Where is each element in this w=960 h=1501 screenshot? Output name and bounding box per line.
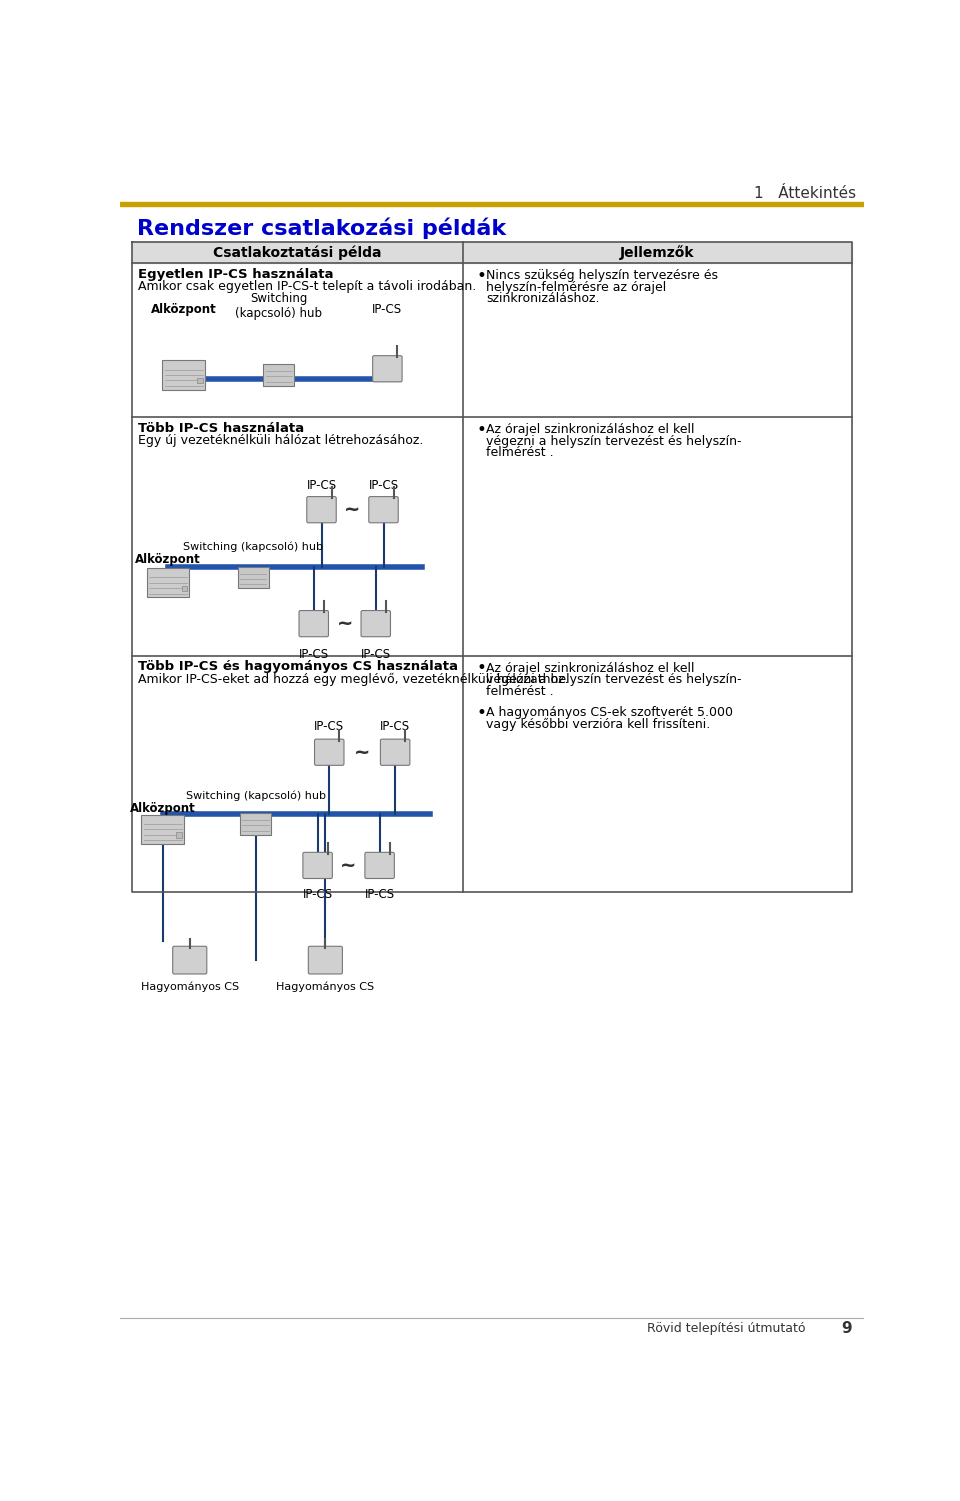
- Text: szinkronizáláshoz.: szinkronizáláshoz.: [486, 293, 599, 305]
- Text: Egy új vezetéknélküli hálózat létrehozásához.: Egy új vezetéknélküli hálózat létrehozás…: [138, 434, 423, 447]
- Text: Switching (kapcsoló) hub: Switching (kapcsoló) hub: [185, 791, 325, 802]
- Text: Jellemzők: Jellemzők: [620, 245, 695, 260]
- Text: felmérést .: felmérést .: [486, 684, 553, 698]
- Text: Amikor csak egyetlen IP-CS-t telepít a távoli irodában.: Amikor csak egyetlen IP-CS-t telepít a t…: [138, 279, 476, 293]
- Text: felmérést .: felmérést .: [486, 446, 553, 459]
- Text: Switching (kapcsoló) hub: Switching (kapcsoló) hub: [183, 542, 324, 552]
- FancyBboxPatch shape: [307, 497, 336, 522]
- Text: IP-CS: IP-CS: [306, 479, 337, 491]
- Text: IP-CS: IP-CS: [299, 648, 329, 660]
- Text: ~: ~: [354, 743, 371, 761]
- FancyBboxPatch shape: [162, 360, 204, 390]
- Text: ~: ~: [345, 500, 361, 519]
- Text: ~: ~: [341, 856, 357, 875]
- FancyBboxPatch shape: [263, 365, 295, 386]
- Text: Egyetlen IP-CS használata: Egyetlen IP-CS használata: [138, 267, 333, 281]
- Text: Alközpont: Alközpont: [151, 303, 216, 317]
- Text: Az órajel szinkronizáláshoz el kell: Az órajel szinkronizáláshoz el kell: [486, 662, 694, 675]
- Bar: [132, 242, 852, 263]
- Text: végezni a helyszín tervezést és helyszín-: végezni a helyszín tervezést és helyszín…: [486, 435, 741, 447]
- FancyBboxPatch shape: [369, 497, 398, 522]
- Text: •: •: [476, 704, 487, 722]
- Text: Több IP-CS és hagyományos CS használata: Több IP-CS és hagyományos CS használata: [138, 660, 458, 674]
- Text: •: •: [476, 267, 487, 285]
- FancyBboxPatch shape: [147, 569, 189, 597]
- Bar: [197, 378, 203, 383]
- FancyBboxPatch shape: [141, 815, 184, 844]
- FancyBboxPatch shape: [240, 814, 271, 835]
- Text: Amikor IP-CS-eket ad hozzá egy meglévő, vezetéknélküli hálózathoz.: Amikor IP-CS-eket ad hozzá egy meglévő, …: [138, 672, 568, 686]
- Text: Rövid telepítési útmutató: Rövid telepítési útmutató: [647, 1322, 805, 1334]
- Text: Nincs szükség helyszín tervezésre és: Nincs szükség helyszín tervezésre és: [486, 269, 718, 282]
- Text: ~: ~: [337, 614, 353, 633]
- FancyBboxPatch shape: [308, 946, 343, 974]
- Text: Több IP-CS használata: Több IP-CS használata: [138, 422, 304, 435]
- FancyBboxPatch shape: [380, 738, 410, 766]
- Text: IP-CS: IP-CS: [302, 889, 333, 901]
- Text: Hagyományos CS: Hagyományos CS: [141, 982, 239, 992]
- FancyBboxPatch shape: [361, 611, 391, 636]
- Text: IP-CS: IP-CS: [361, 648, 391, 660]
- Text: Alközpont: Alközpont: [135, 554, 201, 566]
- Text: IP-CS: IP-CS: [380, 720, 410, 734]
- Bar: [120, 201, 864, 206]
- Text: végezni a helyszín tervezést és helyszín-: végezni a helyszín tervezést és helyszín…: [486, 674, 741, 686]
- FancyBboxPatch shape: [238, 567, 269, 588]
- Text: Rendszer csatlakozási példák: Rendszer csatlakozási példák: [137, 218, 506, 239]
- Text: Hagyományos CS: Hagyományos CS: [276, 982, 374, 992]
- Text: Az órajel szinkronizáláshoz el kell: Az órajel szinkronizáláshoz el kell: [486, 423, 694, 437]
- Text: IP-CS: IP-CS: [372, 303, 402, 317]
- FancyBboxPatch shape: [365, 853, 395, 878]
- FancyBboxPatch shape: [315, 738, 344, 766]
- Text: IP-CS: IP-CS: [369, 479, 398, 491]
- Text: helyszín-felmérésre az órajel: helyszín-felmérésre az órajel: [486, 281, 666, 294]
- Text: 9: 9: [842, 1321, 852, 1336]
- Text: Csatlakoztatási példa: Csatlakoztatási példa: [213, 245, 381, 260]
- Bar: [177, 833, 181, 838]
- FancyBboxPatch shape: [299, 611, 328, 636]
- Text: •: •: [476, 420, 487, 438]
- Text: vagy későbbi verzióra kell frissíteni.: vagy későbbi verzióra kell frissíteni.: [486, 717, 710, 731]
- Text: A hagyományos CS-ek szoftverét 5.000: A hagyományos CS-ek szoftverét 5.000: [486, 707, 732, 719]
- Text: Switching
(kapcsoló) hub: Switching (kapcsoló) hub: [235, 291, 323, 320]
- Text: 1   Áttekintés: 1 Áttekintés: [755, 186, 856, 201]
- FancyBboxPatch shape: [303, 853, 332, 878]
- FancyBboxPatch shape: [173, 946, 206, 974]
- Bar: [181, 585, 187, 591]
- Text: IP-CS: IP-CS: [365, 889, 395, 901]
- Text: IP-CS: IP-CS: [314, 720, 345, 734]
- Text: Alközpont: Alközpont: [130, 802, 196, 815]
- FancyBboxPatch shape: [372, 356, 402, 381]
- Text: •: •: [476, 659, 487, 677]
